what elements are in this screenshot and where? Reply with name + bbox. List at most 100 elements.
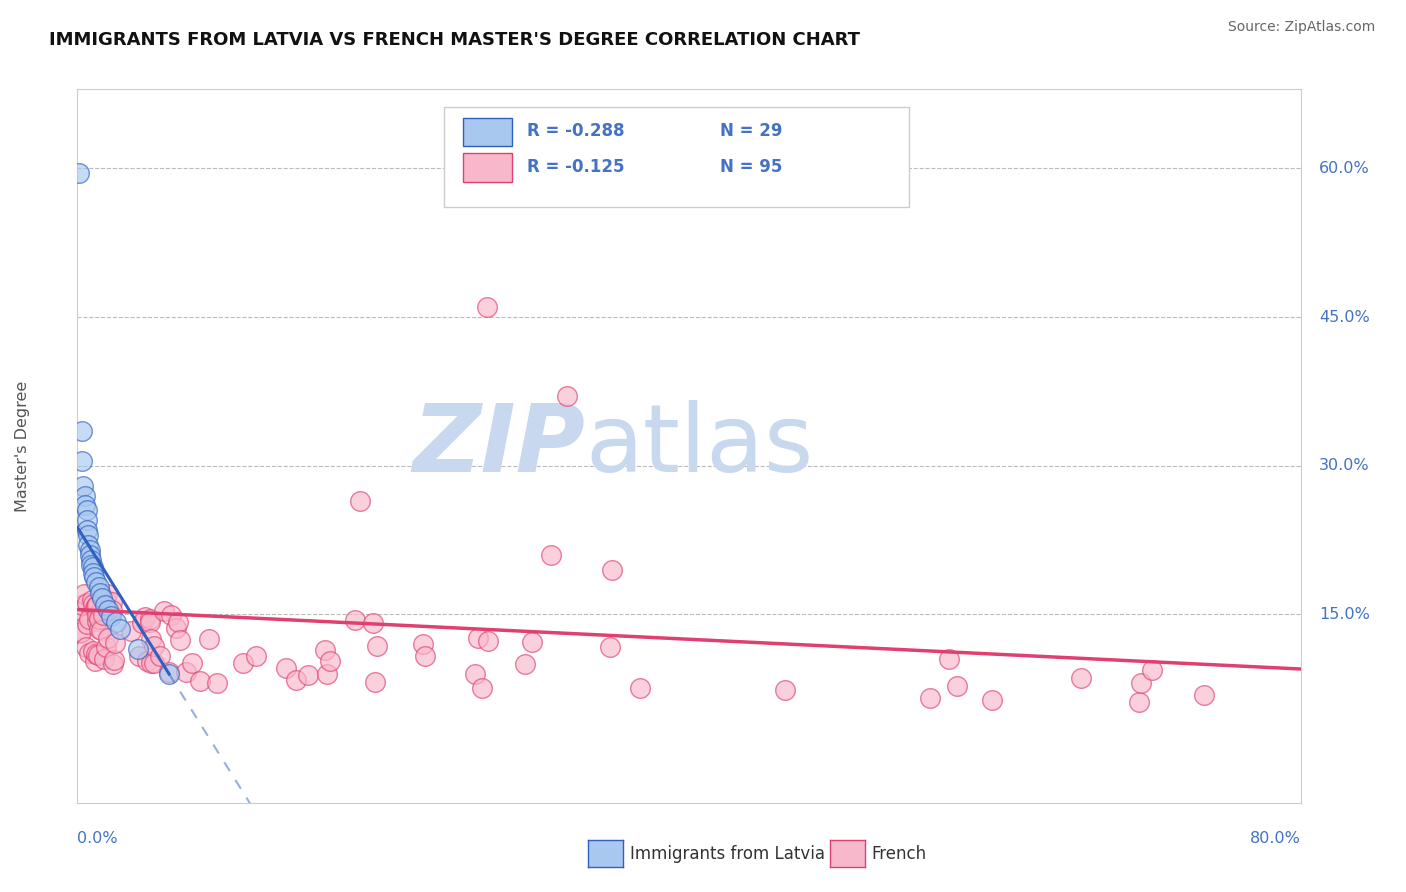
Point [70, 454, 93, 468]
Point [245, 649, 267, 664]
Point [413, 648, 436, 663]
Point [82, 644, 104, 658]
Point [945, 679, 967, 693]
Point [284, 673, 307, 687]
Point [77, 538, 100, 552]
Text: R = -0.125: R = -0.125 [527, 158, 626, 176]
Point [139, 615, 162, 629]
Point [174, 665, 197, 679]
Text: 45.0%: 45.0% [1319, 310, 1369, 325]
Point [141, 657, 163, 671]
Point [1140, 664, 1163, 678]
Point [128, 649, 150, 664]
Point [314, 643, 336, 657]
Point [79, 543, 101, 558]
Point [73, 489, 96, 503]
Point [467, 632, 489, 646]
Point [90, 623, 112, 637]
Point [75, 640, 97, 655]
Point [73, 499, 96, 513]
Point [79, 548, 101, 562]
Point [103, 653, 125, 667]
Point [80, 558, 103, 572]
Point [361, 616, 384, 631]
Point [1130, 676, 1153, 690]
FancyBboxPatch shape [463, 153, 512, 182]
Point [87, 622, 110, 636]
Point [120, 624, 142, 639]
Point [232, 656, 254, 670]
Point [70, 625, 93, 640]
Text: Immigrants from Latvia: Immigrants from Latvia [630, 845, 825, 863]
Point [938, 651, 960, 665]
Point [84, 654, 107, 668]
Point [139, 632, 162, 646]
Point [188, 673, 211, 688]
Point [157, 667, 180, 681]
Point [84, 600, 107, 615]
Text: French: French [872, 845, 927, 863]
Point [205, 676, 228, 690]
Point [82, 593, 104, 607]
Point [87, 612, 110, 626]
Point [101, 603, 124, 617]
Point [602, 563, 624, 577]
Point [540, 548, 562, 562]
Point [319, 654, 342, 668]
Point [93, 608, 115, 623]
Point [127, 642, 149, 657]
Text: 30.0%: 30.0% [1319, 458, 1369, 474]
Point [475, 300, 498, 314]
Point [84, 647, 107, 661]
Point [70, 424, 93, 438]
Text: Source: ZipAtlas.com: Source: ZipAtlas.com [1227, 20, 1375, 34]
Point [84, 574, 107, 589]
Point [76, 596, 98, 610]
Point [513, 657, 536, 671]
Point [630, 681, 652, 696]
Point [76, 503, 98, 517]
Point [143, 639, 166, 653]
Text: 15.0%: 15.0% [1319, 607, 1369, 622]
Point [86, 599, 108, 613]
Point [89, 585, 111, 599]
Point [83, 570, 105, 584]
Bar [444, 107, 910, 207]
Point [1128, 695, 1150, 709]
Point [96, 587, 118, 601]
Point [471, 681, 494, 695]
Point [67, 166, 90, 180]
Point [69, 625, 91, 640]
Point [169, 632, 191, 647]
Point [135, 654, 157, 668]
Point [276, 661, 298, 675]
FancyBboxPatch shape [463, 118, 512, 146]
Point [82, 566, 104, 580]
Point [366, 639, 388, 653]
Point [139, 613, 162, 627]
Point [1194, 688, 1216, 702]
Point [86, 615, 108, 629]
Point [349, 493, 371, 508]
Point [344, 613, 367, 627]
Point [100, 609, 122, 624]
Point [918, 690, 941, 705]
Point [79, 612, 101, 626]
Point [76, 523, 98, 537]
Point [364, 675, 387, 690]
Point [198, 632, 221, 646]
Point [152, 604, 174, 618]
Text: 0.0%: 0.0% [77, 830, 118, 846]
Point [101, 657, 124, 671]
Text: N = 95: N = 95 [720, 158, 782, 176]
Point [77, 646, 100, 660]
Point [316, 667, 339, 681]
Point [297, 668, 319, 682]
Point [167, 615, 190, 629]
Point [148, 648, 170, 663]
Point [160, 608, 183, 623]
Point [82, 597, 104, 611]
Text: N = 29: N = 29 [720, 122, 782, 140]
Text: Master's Degree: Master's Degree [15, 380, 30, 512]
Text: ZIP: ZIP [412, 400, 585, 492]
